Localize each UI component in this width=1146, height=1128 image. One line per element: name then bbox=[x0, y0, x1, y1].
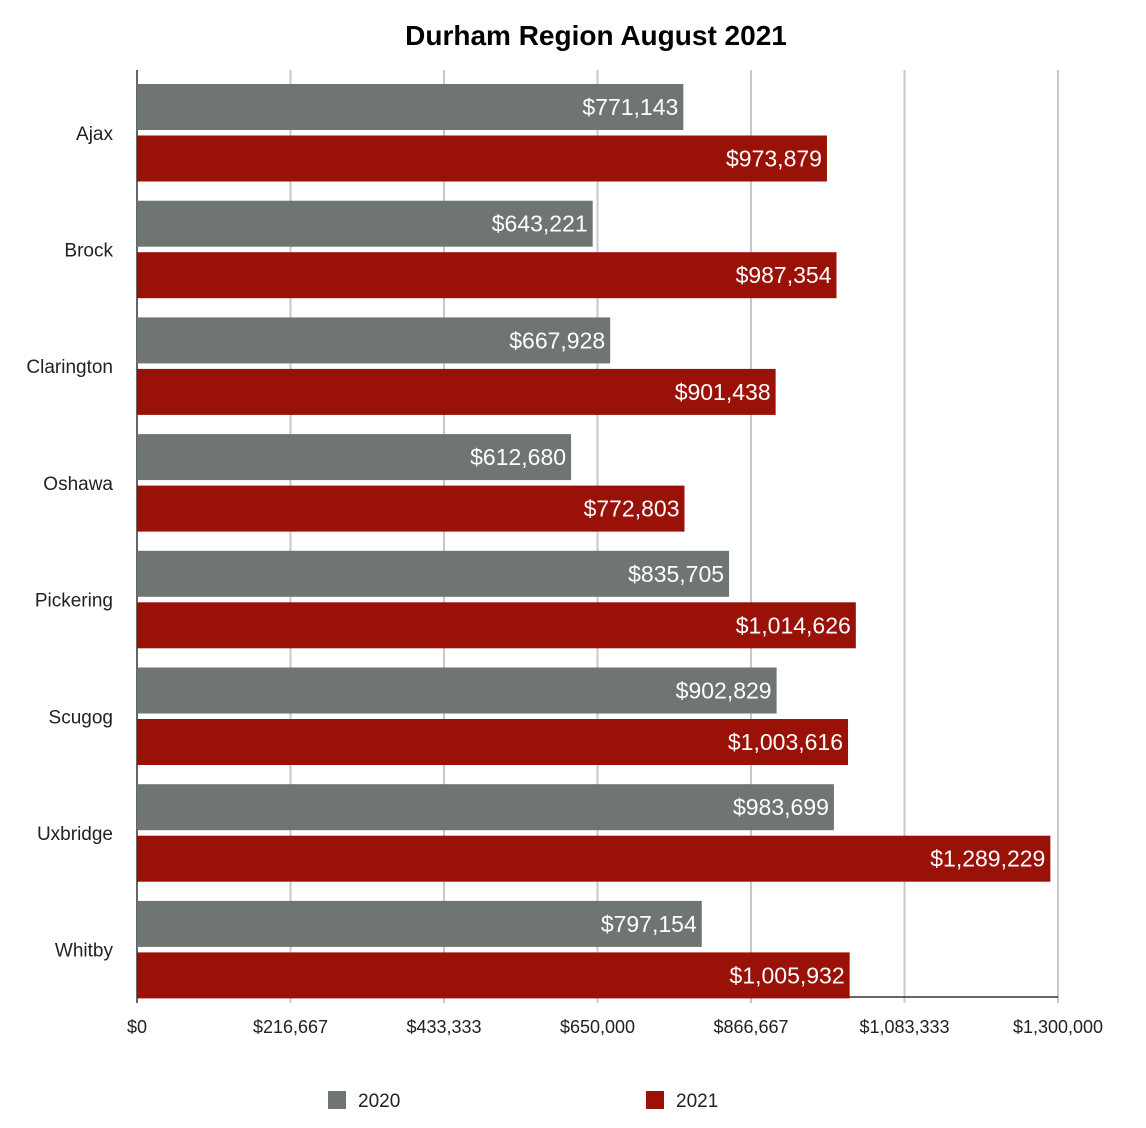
data-label: $835,705 bbox=[628, 561, 724, 587]
data-label: $983,699 bbox=[733, 794, 829, 820]
data-label: $1,014,626 bbox=[736, 612, 851, 638]
data-label: $973,879 bbox=[726, 146, 822, 172]
legend-swatch-2021 bbox=[646, 1091, 664, 1109]
bar-2020-clarington bbox=[137, 317, 611, 364]
bar-2021-whitby bbox=[137, 952, 850, 999]
bar-2021-scugog bbox=[137, 719, 849, 765]
bar-2021-uxbridge bbox=[137, 835, 1051, 882]
bar-2020-uxbridge bbox=[137, 784, 834, 831]
bar-2021-oshawa bbox=[137, 485, 685, 532]
category-label: Ajax bbox=[76, 124, 113, 145]
legend-label-2020: 2020 bbox=[358, 1091, 400, 1112]
bar-2021-clarington bbox=[137, 368, 776, 415]
data-label: $771,143 bbox=[582, 94, 678, 120]
x-tick-label: $0 bbox=[127, 1017, 147, 1037]
category-labels: Ajax Brock Clarington Oshawa Pickering Scugog… bbox=[26, 124, 113, 962]
data-label: $612,680 bbox=[470, 444, 566, 470]
data-label: $901,438 bbox=[675, 379, 771, 405]
bar-2020-ajax bbox=[137, 84, 684, 130]
x-tick-label: $433,333 bbox=[406, 1017, 481, 1037]
legend-label-2021: 2021 bbox=[676, 1091, 718, 1112]
chart-title: Durham Region August 2021 bbox=[405, 20, 787, 51]
bar-2020-oshawa bbox=[137, 434, 572, 481]
category-label: Pickering bbox=[35, 591, 113, 612]
x-tick-label: $866,667 bbox=[713, 1017, 788, 1037]
bar-2020-scugog bbox=[137, 667, 777, 714]
x-tick-label: $1,300,000 bbox=[1013, 1017, 1103, 1037]
legend-swatch-2020 bbox=[328, 1091, 346, 1109]
data-label: $772,803 bbox=[584, 496, 680, 522]
data-label: $1,005,932 bbox=[730, 962, 845, 988]
category-label: Brock bbox=[64, 240, 113, 261]
x-tick-label: $1,083,333 bbox=[859, 1017, 949, 1037]
bar-2020-pickering bbox=[137, 550, 730, 597]
data-label: $1,289,229 bbox=[930, 846, 1045, 872]
bar-2021-pickering bbox=[137, 602, 856, 649]
bar-2021-brock bbox=[137, 252, 837, 299]
category-label: Clarington bbox=[26, 357, 113, 378]
category-label: Scugog bbox=[49, 707, 113, 728]
bar-2020-brock bbox=[137, 200, 593, 247]
data-label: $667,928 bbox=[509, 327, 605, 353]
bar-2020-whitby bbox=[137, 900, 702, 947]
data-label: $797,154 bbox=[601, 911, 697, 937]
x-axis-tick-labels: $0 $216,667 $433,333 $650,000 $866,667 $1,083… bbox=[127, 1017, 1103, 1037]
legend: 2020 2021 bbox=[328, 1091, 718, 1112]
data-label: $643,221 bbox=[492, 211, 588, 237]
category-label: Whitby bbox=[55, 941, 114, 962]
data-label: $902,829 bbox=[676, 678, 772, 704]
x-tick-label: $650,000 bbox=[560, 1017, 635, 1037]
category-label: Uxbridge bbox=[37, 824, 113, 845]
category-label: Oshawa bbox=[43, 474, 113, 495]
data-label: $1,003,616 bbox=[728, 729, 843, 755]
data-label: $987,354 bbox=[736, 262, 832, 288]
x-tick-label: $216,667 bbox=[253, 1017, 328, 1037]
bars: $771,143 $973,879 $643,221 $987,354 $667,928… bbox=[137, 84, 1051, 999]
bar-2021-ajax bbox=[137, 135, 827, 182]
